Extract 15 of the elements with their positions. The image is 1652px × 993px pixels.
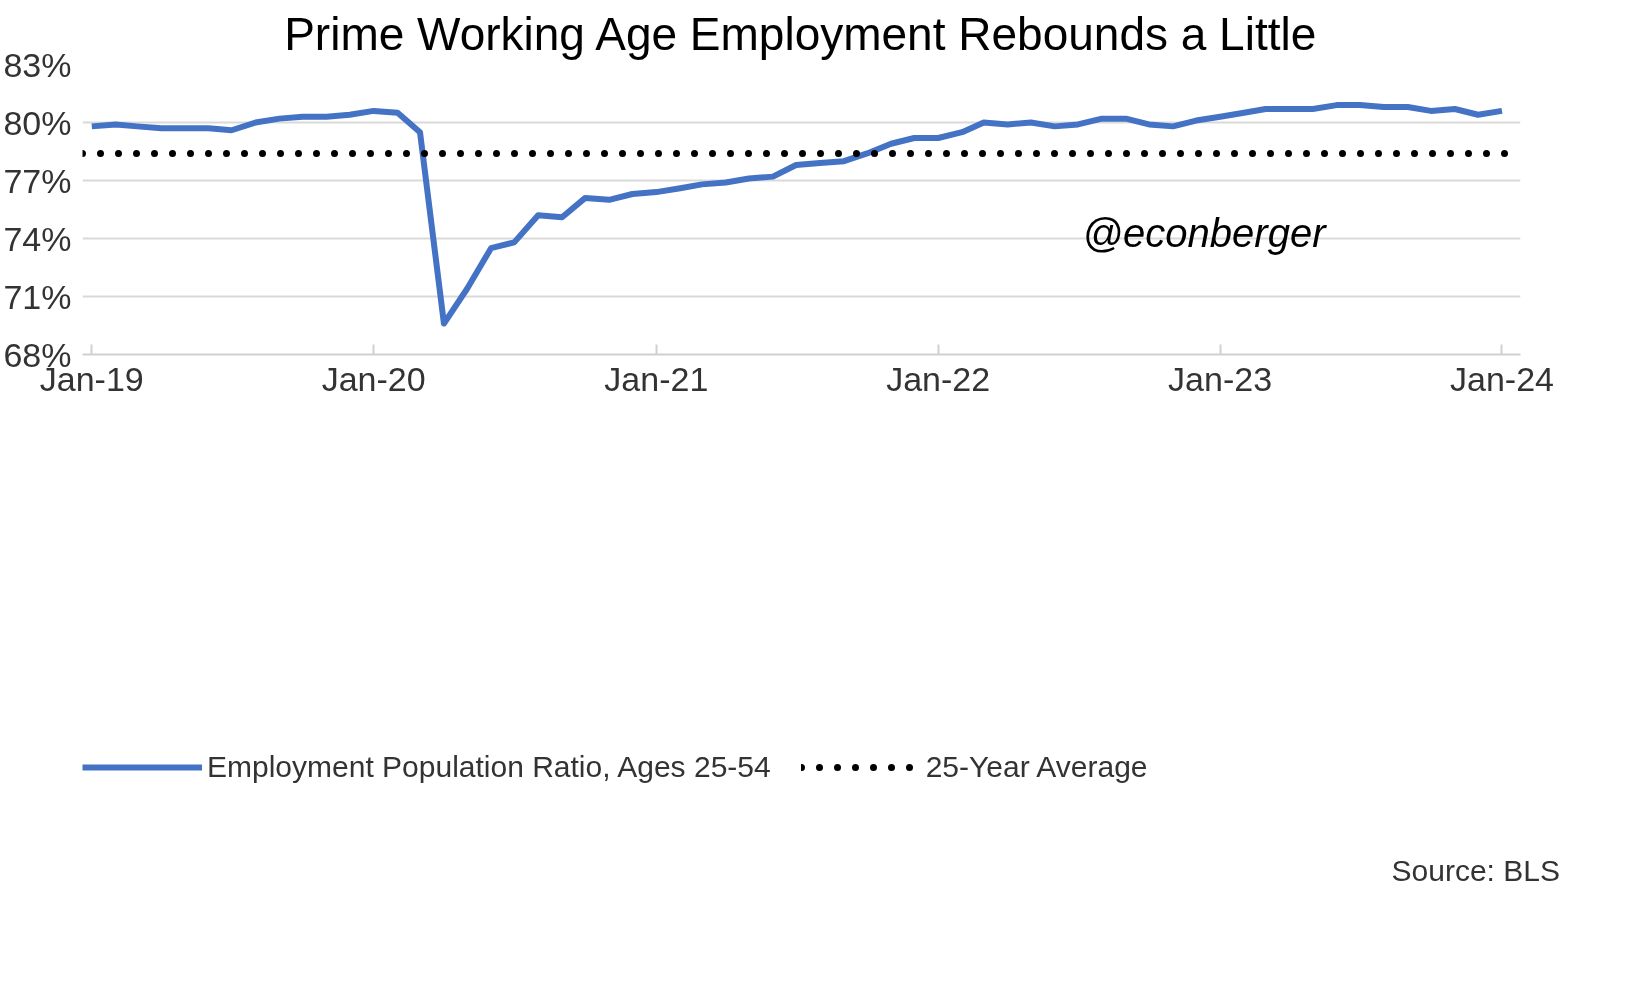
x-tick-label: Jan-22 bbox=[886, 359, 991, 398]
x-tick-label: Jan-21 bbox=[604, 359, 709, 398]
chart-title: Prime Working Age Employment Rebounds a Little bbox=[284, 7, 1317, 60]
legend-label: Employment Population Ratio, Ages 25-54 bbox=[207, 749, 771, 784]
y-tick-label: 80% bbox=[3, 103, 72, 142]
y-tick-label: 83% bbox=[3, 45, 72, 84]
x-tick-label: Jan-24 bbox=[1449, 359, 1554, 398]
source-note: Source: BLS bbox=[1391, 853, 1560, 889]
x-tick-label: Jan-20 bbox=[321, 359, 426, 398]
y-tick-label: 77% bbox=[3, 161, 72, 200]
y-tick-label: 71% bbox=[3, 277, 72, 316]
y-tick-label: 74% bbox=[3, 219, 72, 258]
x-tick-label: Jan-23 bbox=[1168, 359, 1273, 398]
annotation: @econberger bbox=[1082, 210, 1328, 255]
legend-label: 25-Year Average bbox=[925, 749, 1148, 784]
